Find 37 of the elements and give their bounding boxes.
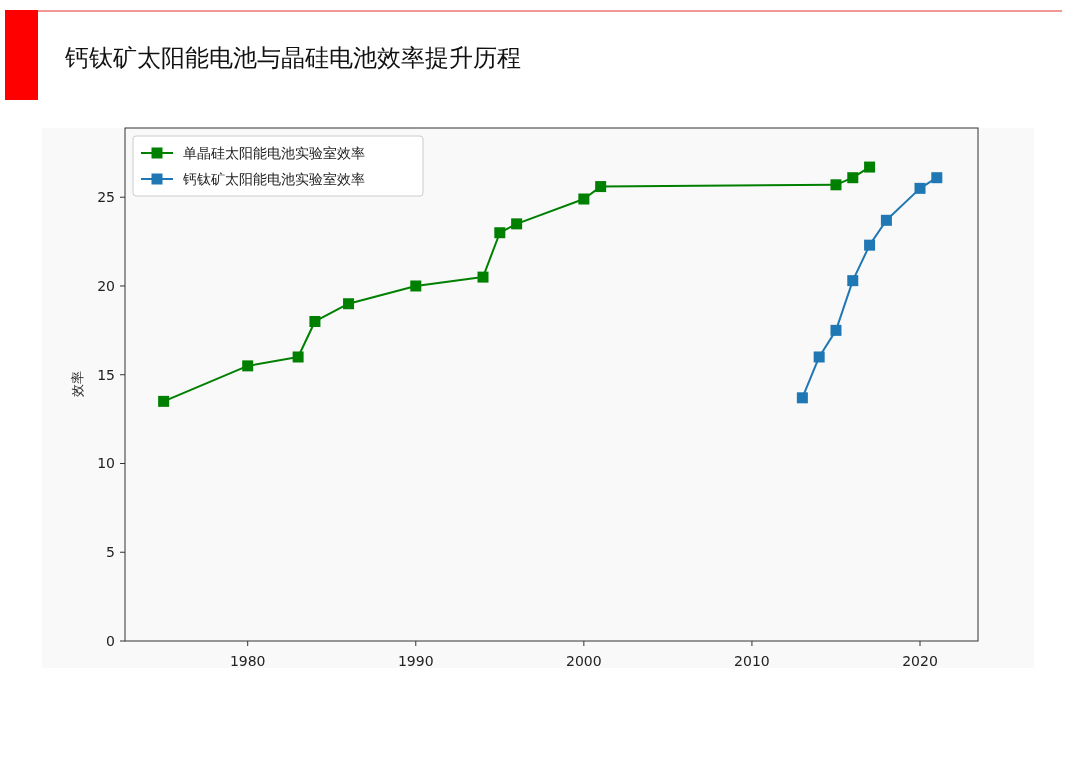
point bbox=[242, 360, 254, 372]
point bbox=[864, 239, 876, 251]
y-tick-label: 25 bbox=[97, 189, 115, 206]
point bbox=[477, 271, 489, 283]
point bbox=[292, 351, 304, 363]
point bbox=[410, 280, 422, 292]
point bbox=[847, 275, 859, 287]
point bbox=[796, 392, 808, 404]
point bbox=[880, 214, 892, 226]
point bbox=[914, 182, 926, 194]
y-tick-label: 20 bbox=[97, 277, 115, 294]
y-tick-label: 0 bbox=[106, 633, 115, 649]
point bbox=[158, 395, 170, 407]
point bbox=[813, 351, 825, 363]
point bbox=[578, 193, 590, 205]
legend-label: 单晶硅太阳能电池实验室效率 bbox=[183, 145, 365, 161]
y-tick-label: 15 bbox=[97, 366, 115, 383]
point bbox=[830, 324, 842, 336]
x-tick-label: 2020 bbox=[902, 653, 938, 669]
point bbox=[494, 227, 506, 239]
point bbox=[309, 315, 321, 327]
y-tick-label: 5 bbox=[106, 544, 115, 561]
y-axis-title: 效率 bbox=[70, 371, 85, 397]
point bbox=[830, 179, 842, 191]
point bbox=[595, 181, 607, 193]
point bbox=[864, 161, 876, 173]
point bbox=[343, 298, 355, 310]
point bbox=[511, 218, 523, 230]
x-tick-label: 2000 bbox=[566, 653, 602, 669]
x-tick-label: 1980 bbox=[229, 653, 266, 669]
x-tick-label: 1990 bbox=[397, 653, 434, 669]
point bbox=[931, 172, 943, 184]
y-tick-label: 10 bbox=[97, 455, 115, 472]
chart-title: 钙钛矿太阳能电池与晶硅电池效率提升历程 bbox=[64, 44, 521, 72]
x-tick-label: 2010 bbox=[734, 653, 770, 669]
point bbox=[847, 172, 859, 184]
legend-label: 钙钛矿太阳能电池实验室效率 bbox=[182, 171, 365, 187]
